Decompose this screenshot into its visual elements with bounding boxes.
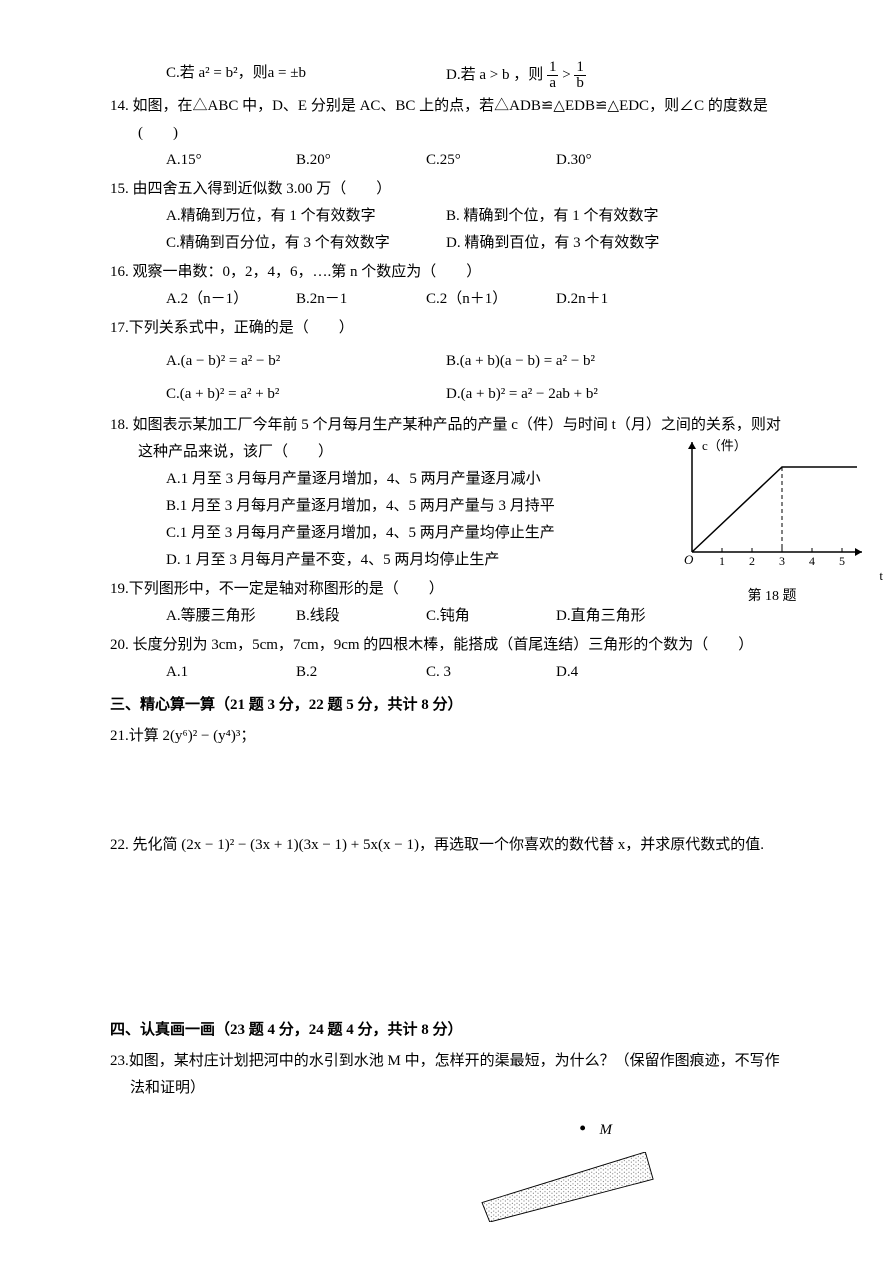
option-14d: D.30° xyxy=(556,147,686,174)
option-17d: D.(a + b)² = a² − 2ab + b² xyxy=(446,381,598,408)
question-20: 20. 长度分别为 3cm，5cm，7cm，9cm 的四根木棒，能搭成（首尾连结… xyxy=(110,632,782,686)
option-15b: B. 精确到个位，有 1 个有效数字 xyxy=(446,203,659,230)
option-16a: A.2（n－1） xyxy=(166,286,296,313)
q20-text: 20. 长度分别为 3cm，5cm，7cm，9cm 的四根木棒，能搭成（首尾连结… xyxy=(138,632,782,659)
svg-text:c（件）: c（件） xyxy=(702,438,747,453)
option-16c: C.2（n＋1） xyxy=(426,286,556,313)
question-22: 22. 先化简 (2x − 1)² − (3x + 1)(3x − 1) + 5… xyxy=(130,832,782,859)
option-20a: A.1 xyxy=(166,659,296,686)
option-20b: B.2 xyxy=(296,659,426,686)
question-16: 16. 观察一串数：0，2，4，6，….第 n 个数应为（ ） A.2（n－1）… xyxy=(110,259,782,313)
svg-text:O: O xyxy=(684,552,694,567)
question-14: 14. 如图，在△ABC 中，D、E 分别是 AC、BC 上的点，若△ADB≌△… xyxy=(110,93,782,174)
point-m: • M xyxy=(579,1112,612,1144)
q15-text: 15. 由四舍五入得到近似数 3.00 万（ ） xyxy=(110,176,782,203)
question-18: 18. 如图表示某加工厂今年前 5 个月每月生产某种产品的产量 c（件）与时间 … xyxy=(110,412,782,574)
option-19a: A.等腰三角形 xyxy=(166,603,296,630)
svg-text:5: 5 xyxy=(839,554,845,568)
question-15: 15. 由四舍五入得到近似数 3.00 万（ ） A.精确到万位，有 1 个有效… xyxy=(110,176,782,257)
svg-text:4: 4 xyxy=(809,554,815,568)
option-17a: A.(a − b)² = a² − b² xyxy=(166,348,446,375)
question-23: 23.如图，某村庄计划把河中的水引到水池 M 中，怎样开的渠最短，为什么？（保留… xyxy=(130,1048,782,1102)
option-16b: B.2n－1 xyxy=(296,286,426,313)
svg-text:3: 3 xyxy=(779,554,785,568)
question-21: 21.计算 2(y⁶)² − (y⁴)³； xyxy=(110,723,782,750)
x-axis-label: t（月） xyxy=(879,564,892,587)
option-14c: C.25° xyxy=(426,147,556,174)
option-17b: B.(a + b)(a − b) = a² − b² xyxy=(446,348,595,375)
workspace-21 xyxy=(110,752,782,832)
option-19d: D.直角三角形 xyxy=(556,603,686,630)
q16-text: 16. 观察一串数：0，2，4，6，….第 n 个数应为（ ） xyxy=(110,259,782,286)
q14-text: 14. 如图，在△ABC 中，D、E 分别是 AC、BC 上的点，若△ADB≌△… xyxy=(138,93,782,147)
q17-text: 17.下列关系式中，正确的是（ ） xyxy=(110,315,782,342)
chart-q18: 1 2 3 4 5 O c（件） t（月） 第 18 题 xyxy=(672,432,872,609)
option-20c: C. 3 xyxy=(426,659,556,686)
svg-text:2: 2 xyxy=(749,554,755,568)
river-svg xyxy=(422,1152,682,1222)
option-20d: D.4 xyxy=(556,659,686,686)
section-3-header: 三、精心算一算（21 题 3 分，22 题 5 分，共计 8 分） xyxy=(110,692,782,719)
chart-svg: 1 2 3 4 5 O c（件） xyxy=(672,432,872,572)
point-label: M xyxy=(600,1122,613,1138)
option-15c: C.精确到百分位，有 3 个有效数字 xyxy=(166,230,446,257)
option-19c: C.钝角 xyxy=(426,603,556,630)
option-14b: B.20° xyxy=(296,147,426,174)
point-dot: • xyxy=(579,1118,585,1138)
workspace-22 xyxy=(110,861,782,1011)
option-17c: C.(a + b)² = a² + b² xyxy=(166,381,446,408)
figure-q23: • M xyxy=(110,1112,782,1232)
option-19b: B.线段 xyxy=(296,603,426,630)
question-13-continued: C.若 a² = b²，则a = ±b D.若 a > b ，则 1a > 1b xyxy=(110,60,782,91)
option-14a: A.15° xyxy=(166,147,296,174)
chart-caption: 第 18 题 xyxy=(672,584,872,609)
option-15a: A.精确到万位，有 1 个有效数字 xyxy=(166,203,446,230)
section-4-header: 四、认真画一画（23 题 4 分，24 题 4 分，共计 8 分） xyxy=(110,1017,782,1044)
option-15d: D. 精确到百位，有 3 个有效数字 xyxy=(446,230,659,257)
svg-text:1: 1 xyxy=(719,554,725,568)
option-13c: C.若 a² = b²，则a = ±b xyxy=(166,60,446,91)
option-13d: D.若 a > b ，则 1a > 1b xyxy=(446,60,586,91)
option-16d: D.2n＋1 xyxy=(556,286,686,313)
question-17: 17.下列关系式中，正确的是（ ） A.(a − b)² = a² − b² B… xyxy=(110,315,782,408)
